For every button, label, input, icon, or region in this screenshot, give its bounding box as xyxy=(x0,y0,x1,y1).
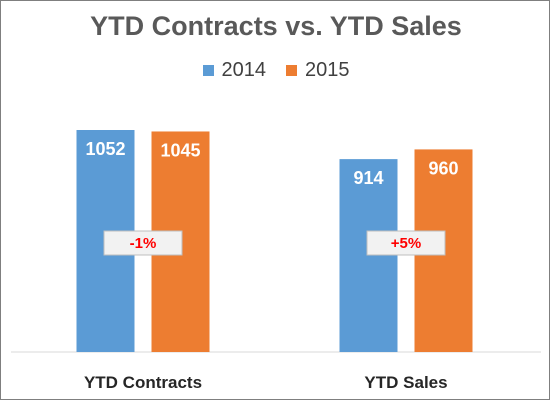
change-box-ytd-sales xyxy=(366,230,446,256)
legend-item-2014: 2014 xyxy=(202,59,267,82)
legend-label-2015: 2015 xyxy=(305,59,350,81)
change-label-ytd-contracts: -1% xyxy=(130,235,157,252)
legend-label-2014: 2014 xyxy=(221,59,267,81)
change-box-ytd-contracts xyxy=(103,230,183,256)
change-label-ytd-sales: +5% xyxy=(391,235,421,252)
chart-title: YTD Contracts vs. YTD Sales xyxy=(90,11,462,41)
category-label-ytd-contracts: YTD Contracts xyxy=(84,373,202,392)
legend-swatch-2015 xyxy=(286,65,297,76)
bar-label-ytd-contracts-2014: 1052 xyxy=(85,139,125,159)
legend-swatch-2014 xyxy=(202,65,214,76)
bar-ytd-sales-2014 xyxy=(339,159,398,352)
legend: 2014 2015 xyxy=(1,59,550,82)
legend-item-2015: 2015 xyxy=(286,59,350,82)
bar-label-ytd-sales-2015: 960 xyxy=(428,158,458,178)
category-label-ytd-sales: YTD Sales xyxy=(364,373,447,392)
bar-label-ytd-contracts-2015: 1045 xyxy=(160,140,200,160)
bar-label-ytd-sales-2014: 914 xyxy=(353,168,383,188)
